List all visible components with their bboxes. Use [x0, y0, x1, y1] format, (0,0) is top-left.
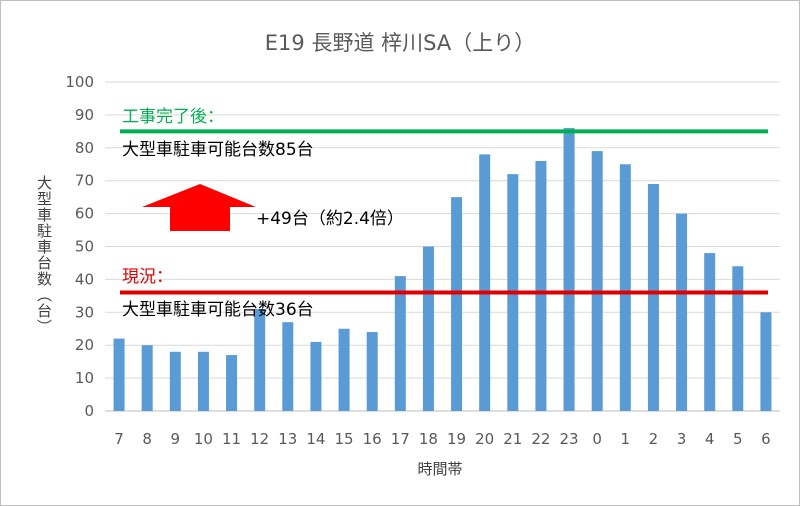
x-tick-label: 4 [705, 430, 715, 448]
bar [113, 338, 125, 411]
bar [197, 351, 209, 411]
x-axis-title: 時間帯 [417, 460, 462, 478]
x-tick-label: 10 [194, 430, 213, 448]
bar [760, 312, 772, 411]
x-tick-label: 6 [761, 430, 771, 448]
y-tick-label: 20 [75, 336, 94, 354]
completion-label: 工事完了後： [122, 107, 224, 127]
chart-title: E19 長野道 梓川SA（上り） [265, 31, 535, 55]
completion-capacity-label: 大型車駐車可能台数85台 [122, 140, 314, 160]
y-tick-label: 10 [75, 369, 94, 387]
x-tick-label: 11 [222, 430, 241, 448]
current-capacity-label: 大型車駐車可能台数36台 [122, 300, 314, 320]
x-tick-label: 18 [419, 430, 438, 448]
reference-lines [120, 129, 768, 295]
bars [113, 128, 772, 411]
x-tick-label: 20 [475, 430, 494, 448]
y-tick-labels: 0 10 20 30 40 50 60 70 80 90 100 [65, 73, 94, 420]
bar [310, 341, 322, 411]
x-tick-label: 7 [114, 430, 124, 448]
increase-label: +49台（約2.4倍） [256, 209, 404, 229]
bar [394, 276, 406, 411]
y-tick-label: 60 [75, 205, 94, 223]
bar [676, 213, 688, 411]
x-tick-label: 5 [733, 430, 743, 448]
bar [141, 345, 153, 411]
y-tick-label: 0 [84, 402, 94, 420]
x-tick-label: 8 [142, 430, 152, 448]
y-tick-label: 80 [75, 139, 94, 157]
x-tick-label: 12 [250, 430, 269, 448]
x-tick-label: 14 [306, 430, 325, 448]
bar [479, 154, 491, 411]
bar [226, 355, 238, 411]
x-tick-label: 15 [335, 430, 354, 448]
current-label: 現況： [122, 267, 173, 287]
bar [535, 160, 547, 411]
x-tick-label: 2 [649, 430, 659, 448]
x-tick-labels: 7 8 9 10 11 12 13 14 15 16 17 18 19 20 21 22 23 0 1 2 3 4 5 6 [114, 430, 770, 448]
x-tick-label: 19 [447, 430, 466, 448]
increase-arrow-icon [142, 184, 256, 231]
bar [338, 328, 350, 411]
y-tick-label: 50 [75, 238, 94, 256]
bar [563, 128, 575, 411]
bar [451, 197, 463, 411]
y-tick-label: 30 [75, 303, 94, 321]
bar [169, 351, 181, 411]
x-tick-label: 0 [592, 430, 602, 448]
x-tick-label: 21 [503, 430, 522, 448]
bar [591, 151, 603, 411]
x-tick-label: 16 [363, 430, 382, 448]
x-tick-label: 1 [621, 430, 631, 448]
y-tick-label: 70 [75, 172, 94, 190]
x-tick-label: 3 [677, 430, 687, 448]
bar [366, 332, 378, 411]
bar [619, 164, 631, 411]
y-tick-label: 40 [75, 270, 94, 288]
bar [282, 322, 294, 411]
x-tick-label: 22 [531, 430, 550, 448]
y-tick-label: 100 [65, 73, 94, 91]
y-axis-title: 大型車駐車台数（台） [35, 175, 53, 335]
x-tick-label: 17 [391, 430, 410, 448]
bar [704, 253, 716, 411]
y-tick-label: 90 [75, 106, 94, 124]
bar [422, 246, 434, 411]
bar [647, 183, 659, 411]
x-tick-label: 13 [278, 430, 297, 448]
x-tick-label: 9 [171, 430, 181, 448]
gridlines [105, 81, 780, 412]
x-tick-label: 23 [560, 430, 579, 448]
bar [732, 266, 744, 411]
bar [254, 309, 266, 411]
